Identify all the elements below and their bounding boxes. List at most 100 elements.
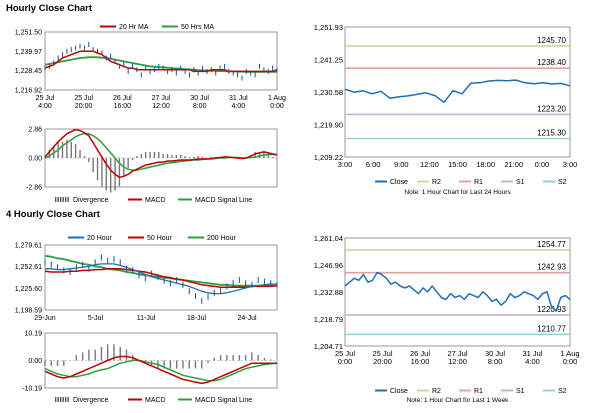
hourly-levels-xtick: 0:00 bbox=[535, 160, 550, 169]
four-hourly-levels-xtick-time: 4:00 bbox=[525, 357, 540, 366]
four-hourly-levels-xtick-time: 12:00 bbox=[448, 357, 467, 366]
hourly-price-ytick-1: 1,239.97 bbox=[15, 49, 42, 56]
four-hourly-price-xtick: 5-Jul bbox=[88, 315, 104, 322]
legend-four-hourly-divergence-swatch-3 bbox=[62, 397, 64, 402]
four-hourly-levels-ytick-1: 1,246.96 bbox=[314, 261, 343, 270]
four-hourly-levels-ytick-3: 1,218.79 bbox=[314, 315, 343, 324]
hourly-levels-level-r2-label: 1245.70 bbox=[537, 36, 566, 45]
legend-hourly-divergence-swatch-3 bbox=[62, 197, 64, 202]
hourly-price-xtick-time: 12:00 bbox=[152, 103, 170, 110]
legend-four-hourly-macd-label: MACD bbox=[145, 397, 166, 404]
legend-four-hourly-divergence-swatch-1 bbox=[57, 397, 59, 402]
hourly-price-xtick-time: 4:00 bbox=[38, 103, 52, 110]
hourly-price-frame bbox=[44, 31, 278, 91]
hourly-price-xtick-date: 27 Jul bbox=[152, 95, 171, 102]
hourly-levels-xtick: 6:00 bbox=[366, 160, 381, 169]
four-hourly-macd-ytick-1: 0.00 bbox=[28, 358, 42, 365]
four-hourly-levels-legend-s1-label: S1 bbox=[516, 388, 525, 395]
hourly-price-ytick-0: 1,251.50 bbox=[15, 30, 42, 37]
hourly-macd-ytick-2: -2.86 bbox=[26, 185, 42, 192]
legend-hourly-divergence-swatch-1 bbox=[57, 197, 59, 202]
four-hourly-levels-level-r2-label: 1254.77 bbox=[537, 240, 566, 249]
four-hourly-price-ytick-3: 1,198.59 bbox=[15, 308, 42, 315]
hourly-levels-legend-s2-label: S2 bbox=[558, 179, 567, 186]
four-hourly-levels-xtick-date: 26 Jul bbox=[410, 349, 430, 358]
hourly-20hr-ma-line bbox=[44, 50, 278, 73]
legend-hourly-divergence-label: Divergence bbox=[73, 197, 109, 204]
hourly-macd-ytick-0: 2.86 bbox=[28, 127, 42, 134]
hourly-levels-ytick-0: 1,251.93 bbox=[314, 23, 343, 32]
hourly-levels-level-s1-label: 1223.20 bbox=[537, 104, 566, 113]
four-hourly-levels-ytick-0: 1,261.04 bbox=[314, 234, 343, 243]
four-hourly-price-xtick: 18-Jul bbox=[187, 315, 207, 322]
legend-20-hour-label: 20 Hour bbox=[87, 235, 113, 242]
hourly-levels-xtick: 9:00 bbox=[394, 160, 409, 169]
hourly-price-xtick-time: 8:00 bbox=[193, 103, 207, 110]
hourly-macd-line bbox=[44, 128, 278, 179]
four-hourly-200-hour-line bbox=[44, 255, 277, 287]
hourly-macd-ytick-1: 0.00 bbox=[28, 156, 42, 163]
four-hourly-price-xtick: 11-Jul bbox=[137, 315, 156, 322]
legend-200-hour-label: 200 Hour bbox=[207, 235, 236, 242]
four-hourly-levels-xtick-time: 0:00 bbox=[338, 357, 353, 366]
legend-hourly-signal-label: MACD Signal Line bbox=[195, 197, 252, 204]
hourly-levels-xtick: 15:00 bbox=[448, 160, 467, 169]
hourly-levels-legend-s1-label: S1 bbox=[516, 179, 525, 186]
legend-hourly-divergence-swatch-4 bbox=[65, 197, 67, 202]
four-hourly-levels-xtick-date: 1 Aug bbox=[560, 349, 579, 358]
legend-four-hourly-divergence-swatch-0 bbox=[55, 397, 57, 402]
legend-hourly-divergence-swatch-2 bbox=[60, 197, 62, 202]
four-hourly-levels-level-s2-label: 1210.77 bbox=[537, 324, 566, 333]
four-hourly-levels-legend-r1-label: R1 bbox=[474, 388, 483, 395]
legend-hourly-macd-label: MACD bbox=[145, 197, 166, 204]
hourly-levels-xtick: 21:00 bbox=[504, 160, 523, 169]
four-hourly-price-xtick: 29-Jun bbox=[34, 315, 56, 322]
hourly-price-xtick-time: 0:00 bbox=[270, 103, 284, 110]
four-hourly-price-ytick-1: 1,252.61 bbox=[15, 264, 42, 271]
legend-four-hourly-divergence-swatch-5 bbox=[67, 397, 69, 402]
hourly-levels-note: Note: 1 Hour Chart for Last 24 Hours bbox=[404, 189, 511, 196]
legend-four-hourly-divergence-label: Divergence bbox=[73, 397, 109, 404]
hourly-price-xtick-time: 20:00 bbox=[75, 103, 93, 110]
hourly-levels-legend-close-label: Close bbox=[390, 179, 408, 186]
hourly-price-xtick-date: 25 Jul bbox=[74, 95, 93, 102]
hourly-levels-ytick-4: 1,209.22 bbox=[314, 153, 343, 162]
four-hourly-price-ytick-2: 1,225.60 bbox=[15, 286, 42, 293]
hourly-section-title: Hourly Close Chart bbox=[6, 3, 93, 14]
four-hourly-price-xtick: 24-Jul bbox=[237, 315, 257, 322]
four-hourly-20-hour-line bbox=[45, 263, 277, 295]
hourly-price-xtick-date: 30 Jul bbox=[190, 95, 209, 102]
four-hourly-levels-xtick-date: 27 Jul bbox=[447, 349, 467, 358]
hourly-price-ytick-3: 1,216.92 bbox=[15, 88, 42, 95]
four-hourly-levels-xtick-time: 20:00 bbox=[373, 357, 392, 366]
hourly-levels-xtick: 12:00 bbox=[420, 160, 439, 169]
four-hourly-levels-xtick-time: 8:00 bbox=[488, 357, 503, 366]
hourly-levels-close-line bbox=[344, 79, 571, 104]
hourly-price-xtick-date: 25 Jul bbox=[36, 95, 55, 102]
four-hourly-macd-line bbox=[44, 355, 277, 385]
hourly-levels-xtick: 3:00 bbox=[563, 160, 578, 169]
four-hourly-macd-ytick-2: -10.19 bbox=[22, 386, 42, 393]
four-hourly-levels-xtick-date: 30 Jul bbox=[485, 349, 505, 358]
legend-50-hour-label: 50 Hour bbox=[147, 235, 173, 242]
legend-four-hourly-signal-label: MACD Signal Line bbox=[195, 397, 252, 404]
legend-20hr-ma-label: 20 Hr MA bbox=[119, 24, 149, 31]
four-hourly-levels-ytick-4: 1,204.71 bbox=[314, 342, 343, 351]
hourly-levels-xtick: 18:00 bbox=[476, 160, 495, 169]
four-hourly-levels-ytick-2: 1,232.88 bbox=[314, 288, 343, 297]
four-hourly-levels-xtick-date: 25 Jul bbox=[372, 349, 392, 358]
legend-50hrs-ma-label: 50 Hrs MA bbox=[181, 24, 214, 31]
hourly-levels-ytick-3: 1,219.90 bbox=[314, 120, 343, 129]
legend-four-hourly-divergence-swatch-2 bbox=[60, 397, 62, 402]
four-hourly-levels-xtick-time: 0:00 bbox=[563, 357, 578, 366]
hourly-levels-legend-r1-label: R1 bbox=[474, 179, 483, 186]
hourly-levels-ytick-1: 1,241.25 bbox=[314, 56, 343, 65]
hourly-price-xtick-time: 16:00 bbox=[114, 103, 132, 110]
four-hourly-levels-legend-s2-label: S2 bbox=[558, 388, 567, 395]
four-hourly-price-ytick-0: 1,279.61 bbox=[15, 243, 42, 250]
four-hourly-macd-ytick-0: 10.19 bbox=[24, 331, 42, 338]
four-hourly-levels-xtick-date: 25 Jul bbox=[335, 349, 355, 358]
hourly-price-xtick-time: 4:00 bbox=[232, 103, 246, 110]
four-hourly-levels-note: Note: 1 Hour Chart for Last 1 Week bbox=[407, 397, 510, 404]
legend-hourly-divergence-swatch-5 bbox=[67, 197, 69, 202]
